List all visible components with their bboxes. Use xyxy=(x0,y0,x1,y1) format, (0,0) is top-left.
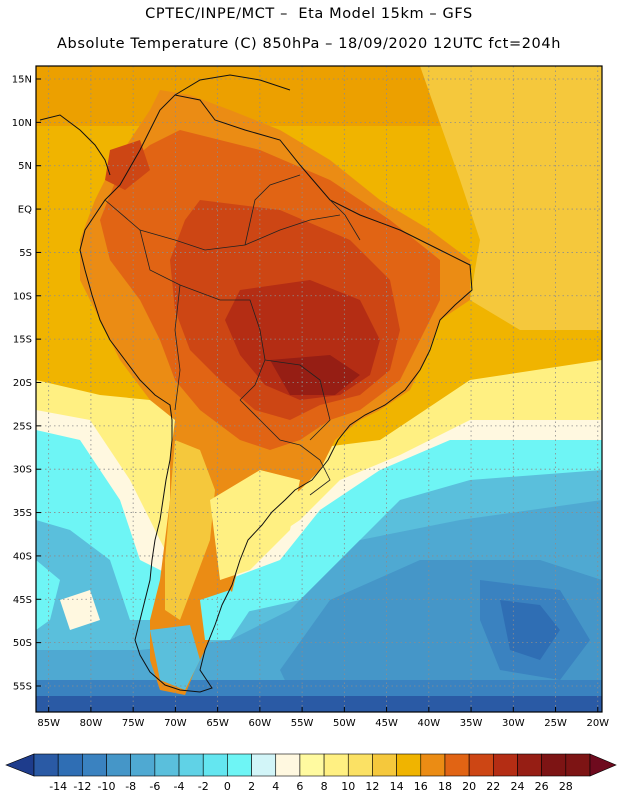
colorbar-swatch xyxy=(347,753,373,777)
colorbar xyxy=(5,753,617,777)
lat-tick-label: 5S xyxy=(19,248,32,259)
chart-title-line1: CPTEC/INPE/MCT – Eta Model 15km – GFS xyxy=(145,6,473,22)
colorbar-swatch xyxy=(275,753,301,777)
lon-tick-label: 20W xyxy=(586,718,609,729)
colorbar-label: 16 xyxy=(414,780,428,793)
lon-tick-label: 45W xyxy=(375,718,398,729)
colorbar-label: 28 xyxy=(559,780,573,793)
colorbar-label: 4 xyxy=(272,780,279,793)
colorbar-labels: -14 -12 -10 -8 -6 -4 -2 0 2 4 6 8 10 12 14 16 18 20 22 24 26… xyxy=(49,780,573,793)
colorbar-label: -8 xyxy=(125,780,136,793)
lon-tick-label: 35W xyxy=(460,718,483,729)
colorbar-label: 20 xyxy=(462,780,476,793)
lon-tick-label: 65W xyxy=(206,718,229,729)
lon-tick-label: 25W xyxy=(544,718,567,729)
lon-tick-label: 60W xyxy=(249,718,272,729)
lat-tick-label: 40S xyxy=(13,551,32,562)
colorbar-label: 18 xyxy=(438,780,452,793)
lat-tick-label: 15S xyxy=(13,335,32,346)
colorbar-swatch xyxy=(82,753,107,777)
colorbar-label: 6 xyxy=(296,780,303,793)
colorbar-label: 24 xyxy=(510,780,524,793)
colorbar-swatch xyxy=(323,753,349,777)
colorbar-swatch xyxy=(154,753,180,777)
lon-tick-label: 30W xyxy=(502,718,525,729)
coastline xyxy=(39,74,473,693)
colorbar-swatch xyxy=(106,753,131,777)
colorbar-arrow-low xyxy=(5,753,35,777)
lon-tick-label: 85W xyxy=(37,718,60,729)
chart-title-line2: Absolute Temperature (C) 850hPa – 18/09/… xyxy=(57,36,561,52)
colorbar-label: 10 xyxy=(341,780,355,793)
colorbar-swatch xyxy=(444,753,470,777)
colorbar-swatch xyxy=(396,753,422,777)
colorbar-swatch xyxy=(251,753,277,777)
lat-tick-label: 55S xyxy=(13,681,32,692)
colorbar-label: -12 xyxy=(73,780,91,793)
colorbar-label: -6 xyxy=(149,780,160,793)
longitude-ticks: 85W 80W 75W 70W 65W 60W 55W 50W 45W 40W 35W 30W 25W 2… xyxy=(37,707,609,729)
lat-tick-label: 35S xyxy=(13,508,32,519)
colorbar-swatch xyxy=(541,753,567,777)
colorbar-swatch xyxy=(468,753,494,777)
lat-tick-label: EQ xyxy=(18,205,32,216)
colorbar-swatch xyxy=(33,753,59,777)
latitude-ticks: 15N 10N 5N EQ 5S 10S 15S 20S 25S 30S 35S 40S 45S 50S 5… xyxy=(12,75,41,692)
colorbar-swatch xyxy=(565,753,591,777)
lon-tick-label: 40W xyxy=(418,718,441,729)
colorbar-swatch xyxy=(202,753,228,777)
lat-tick-label: 20S xyxy=(13,378,32,389)
colorbar-swatch xyxy=(420,753,446,777)
lon-tick-label: 55W xyxy=(291,718,314,729)
colorbar-label: 8 xyxy=(321,780,328,793)
colorbar-label: -2 xyxy=(198,780,209,793)
colorbar-label: 2 xyxy=(248,780,255,793)
colorbar-label: -4 xyxy=(174,780,185,793)
lat-tick-label: 15N xyxy=(12,75,32,86)
colorbar-label: 12 xyxy=(365,780,379,793)
colorbar-swatch xyxy=(57,753,83,777)
colorbar-swatch xyxy=(178,753,204,777)
colorbar-swatch xyxy=(130,753,156,777)
lon-tick-label: 50W xyxy=(333,718,356,729)
lat-tick-label: 25S xyxy=(13,421,32,432)
colorbar-label: 0 xyxy=(224,780,231,793)
lat-tick-label: 5N xyxy=(18,161,32,172)
lat-tick-label: 30S xyxy=(13,465,32,476)
lat-tick-label: 50S xyxy=(13,638,32,649)
colorbar-label: -14 xyxy=(49,780,67,793)
colorbar-arrow-high xyxy=(589,753,617,777)
country-borders xyxy=(104,174,361,496)
colorbar-label: -10 xyxy=(98,780,116,793)
lon-tick-label: 80W xyxy=(80,718,103,729)
lat-tick-label: 10N xyxy=(12,118,32,129)
temperature-field xyxy=(36,66,602,712)
colorbar-swatch xyxy=(227,753,252,777)
map-frame xyxy=(35,65,603,713)
colorbar-swatch xyxy=(493,753,518,777)
lat-tick-label: 10S xyxy=(13,291,32,302)
colorbar-label: 22 xyxy=(486,780,500,793)
lon-tick-label: 75W xyxy=(122,718,145,729)
lon-tick-label: 70W xyxy=(164,718,187,729)
colorbar-swatch xyxy=(372,753,397,777)
colorbar-swatch xyxy=(299,753,325,777)
colorbar-label: 26 xyxy=(535,780,549,793)
colorbar-label: 14 xyxy=(390,780,404,793)
lat-tick-label: 45S xyxy=(13,595,32,606)
colorbar-swatch xyxy=(517,753,542,777)
